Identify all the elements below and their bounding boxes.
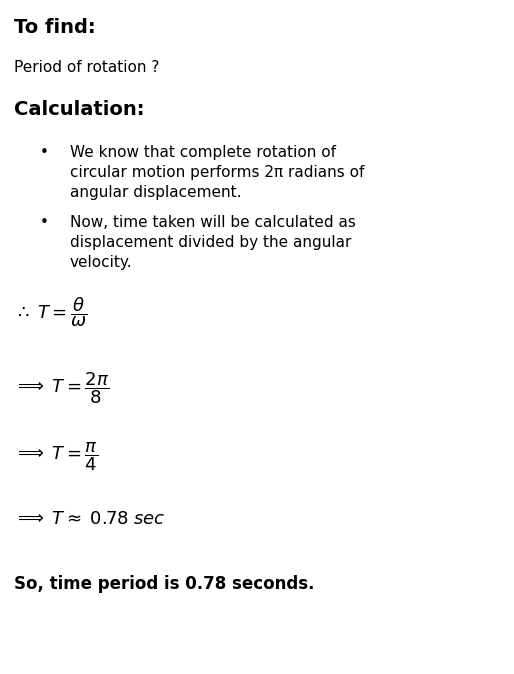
- Text: Calculation:: Calculation:: [14, 100, 144, 119]
- Text: velocity.: velocity.: [70, 255, 133, 270]
- Text: angular displacement.: angular displacement.: [70, 185, 242, 200]
- Text: •: •: [40, 145, 49, 160]
- Text: circular motion performs 2π radians of: circular motion performs 2π radians of: [70, 165, 364, 180]
- Text: $\Longrightarrow \; T = \dfrac{\pi}{4}$: $\Longrightarrow \; T = \dfrac{\pi}{4}$: [14, 440, 98, 472]
- Text: •: •: [40, 215, 49, 230]
- Text: Now, time taken will be calculated as: Now, time taken will be calculated as: [70, 215, 356, 230]
- Text: $\Longrightarrow \; T \approx \; 0.78 \; \mathit{sec}$: $\Longrightarrow \; T \approx \; 0.78 \;…: [14, 510, 166, 528]
- Text: $\Longrightarrow \; T = \dfrac{2\pi}{8}$: $\Longrightarrow \; T = \dfrac{2\pi}{8}$: [14, 370, 109, 406]
- Text: $\therefore \; T = \dfrac{\theta}{\omega}$: $\therefore \; T = \dfrac{\theta}{\omega…: [14, 295, 87, 329]
- Text: We know that complete rotation of: We know that complete rotation of: [70, 145, 336, 160]
- Text: Period of rotation ?: Period of rotation ?: [14, 60, 159, 75]
- Text: So, time period is 0.78 seconds.: So, time period is 0.78 seconds.: [14, 575, 315, 593]
- Text: displacement divided by the angular: displacement divided by the angular: [70, 235, 352, 250]
- Text: To find:: To find:: [14, 18, 96, 37]
